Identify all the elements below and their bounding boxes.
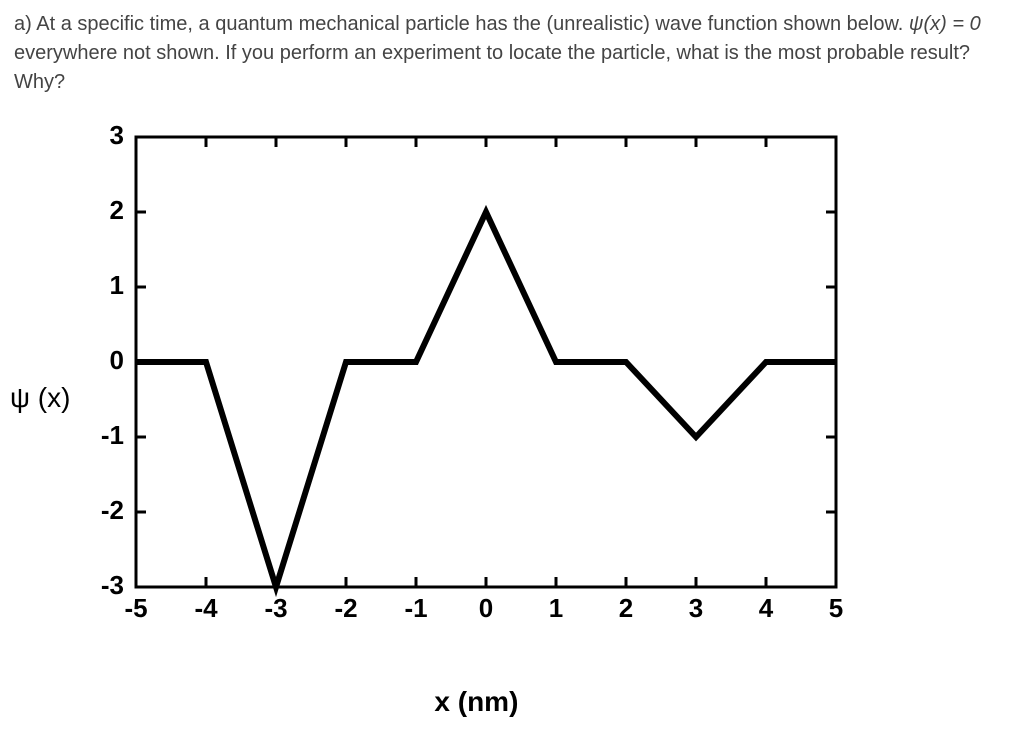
page-root: a) At a specific time, a quantum mechani…	[0, 0, 1024, 755]
x-axis-label: x (nm)	[76, 686, 876, 718]
question-line3: Why?	[14, 71, 65, 93]
svg-text:-1: -1	[101, 420, 124, 450]
question-line2: everywhere not shown. If you perform an …	[14, 42, 970, 64]
svg-text:0: 0	[479, 593, 493, 623]
svg-text:4: 4	[759, 593, 774, 623]
psi-equation: ψ(x) = 0	[909, 13, 981, 35]
svg-text:-4: -4	[195, 593, 219, 623]
question-line1: a) At a specific time, a quantum mechani…	[14, 13, 909, 35]
svg-text:3: 3	[689, 593, 703, 623]
svg-text:-2: -2	[335, 593, 358, 623]
svg-text:0: 0	[110, 345, 124, 375]
chart-column: -3 -2 -1 0 1 2 3 -5 -4 -3 -2 -1 0 1 2 3 4 5 x (nm)	[76, 117, 876, 718]
svg-text:3: 3	[110, 120, 124, 150]
svg-text:-3: -3	[265, 593, 288, 623]
svg-text:-3: -3	[101, 570, 124, 600]
y-axis-label: ψ (x)	[10, 382, 70, 414]
svg-text:2: 2	[619, 593, 633, 623]
svg-text:5: 5	[829, 593, 843, 623]
svg-text:1: 1	[110, 270, 124, 300]
question-block: a) At a specific time, a quantum mechani…	[0, 0, 1024, 97]
svg-text:2: 2	[110, 195, 124, 225]
chart-container: ψ (x) -3 -2 -1 0 1 2 3 -5 -4 -3 -2 -1 0 1 2 3 4 5 x (nm)	[10, 117, 1024, 718]
svg-text:-2: -2	[101, 495, 124, 525]
wave-function-chart: -3 -2 -1 0 1 2 3 -5 -4 -3 -2 -1 0 1 2 3 4 5	[76, 117, 876, 677]
svg-text:1: 1	[549, 593, 563, 623]
svg-text:-5: -5	[125, 593, 148, 623]
svg-text:-1: -1	[405, 593, 428, 623]
